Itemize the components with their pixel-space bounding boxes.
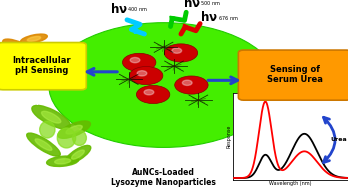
Text: Intracellular
pH Sensing: Intracellular pH Sensing [13, 56, 71, 75]
Circle shape [137, 71, 147, 76]
FancyBboxPatch shape [238, 50, 348, 100]
Circle shape [182, 80, 192, 85]
Text: Sensing of
Serum Urea: Sensing of Serum Urea [267, 65, 323, 84]
Text: $_{500\ \mathsf{nm}}$: $_{500\ \mathsf{nm}}$ [200, 0, 221, 8]
Circle shape [175, 76, 208, 94]
Circle shape [130, 57, 140, 63]
Text: $\mathbf{h\nu}$: $\mathbf{h\nu}$ [200, 10, 218, 24]
Circle shape [49, 23, 278, 147]
Circle shape [129, 67, 163, 85]
Circle shape [136, 85, 170, 104]
Text: $\mathbf{h\nu}$: $\mathbf{h\nu}$ [183, 0, 200, 10]
Text: $_{400\ \mathsf{nm}}$: $_{400\ \mathsf{nm}}$ [127, 6, 148, 14]
Text: $_{676\ \mathsf{nm}}$: $_{676\ \mathsf{nm}}$ [218, 14, 238, 22]
Text: $\mathbf{h\nu}$: $\mathbf{h\nu}$ [110, 2, 127, 15]
Circle shape [164, 44, 198, 62]
Circle shape [144, 90, 154, 95]
FancyBboxPatch shape [0, 43, 86, 90]
Text: AuNCs-Loaded
Lysozyme Nanoparticles: AuNCs-Loaded Lysozyme Nanoparticles [111, 168, 216, 187]
Circle shape [122, 53, 156, 71]
Circle shape [172, 48, 182, 53]
